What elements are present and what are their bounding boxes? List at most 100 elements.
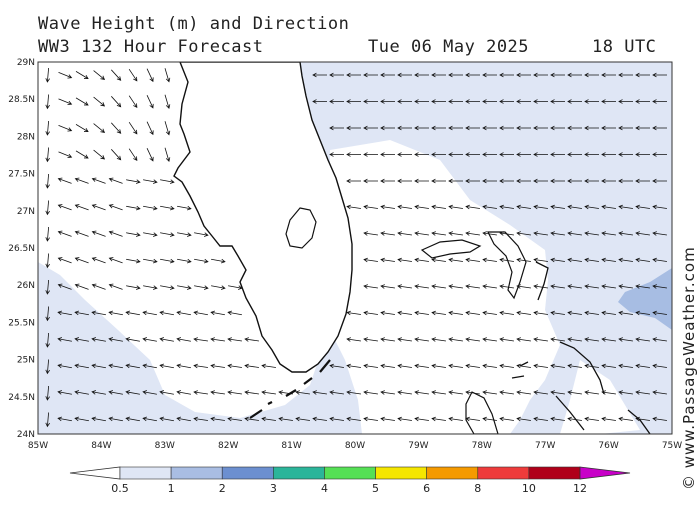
wave-arrow [516, 99, 531, 104]
wave-arrow [482, 99, 497, 104]
forecast-label: WW3 132 Hour Forecast [38, 37, 264, 57]
wave-arrow [397, 72, 412, 78]
calm-zone-east [560, 360, 640, 434]
wave-arrow [584, 284, 599, 289]
wave-arrow [533, 416, 548, 422]
wave-arrow [111, 96, 122, 108]
wave-arrow [125, 310, 140, 316]
longitude-labels: 85W 84W 83W 82W 81W 80W 79W 78W 77W 76W 75W [28, 441, 682, 451]
wave-arrow [74, 204, 89, 211]
wave-arrow [482, 125, 497, 131]
wave-arrow [126, 285, 141, 290]
wave-arrow [482, 363, 497, 369]
wave-arrow [584, 231, 599, 236]
wave-arrow [516, 125, 531, 131]
wave-arrow [431, 152, 446, 157]
wave-arrow [482, 310, 497, 316]
wave-arrow [346, 363, 361, 369]
wave-arrow [431, 72, 446, 78]
wave-arrow [567, 310, 582, 316]
wave-arrow [618, 284, 633, 289]
legend-color-swatch [426, 466, 479, 480]
wave-arrow [295, 390, 310, 395]
wave-arrow [482, 390, 497, 395]
wave-arrow [125, 337, 140, 342]
wave-arrow [45, 173, 50, 189]
legend-color-swatch [528, 466, 581, 480]
wave-arrow [465, 390, 480, 395]
lon-label: 84W [91, 441, 111, 451]
wave-arrow [516, 284, 531, 289]
forecast-date: Tue 06 May 2025 [368, 37, 530, 57]
lat-label: 25N [17, 356, 35, 366]
wave-arrow [176, 310, 191, 316]
wave-arrow [45, 359, 50, 375]
legend-color-swatch [221, 466, 274, 480]
wave-arrow [465, 204, 480, 210]
wave-arrow [108, 390, 123, 395]
wave-arrow [128, 95, 138, 109]
wave-arrow [550, 390, 565, 395]
wave-arrow [550, 231, 565, 236]
lon-label: 76W [598, 441, 618, 451]
andros-island [465, 391, 499, 434]
wave-arrow [465, 257, 480, 263]
wave-arrow [584, 152, 599, 157]
wave-arrow [448, 310, 463, 316]
lat-label: 25.5N [8, 318, 35, 328]
wave-arrow [448, 257, 463, 263]
wave-arrow [516, 390, 531, 395]
wave-arrow [312, 99, 327, 104]
wave-arrow [516, 178, 531, 184]
wave-arrow [380, 178, 395, 184]
wave-arrow [346, 337, 361, 342]
wave-arrow [618, 204, 633, 210]
wave-arrow [176, 363, 191, 369]
wave-arrow [91, 230, 106, 237]
wave-arrow [91, 283, 106, 290]
wave-arrow [652, 204, 667, 210]
wave-arrow [57, 363, 72, 369]
wave-arrow [533, 257, 548, 263]
wave-arrow [164, 147, 171, 163]
wave-arrow [618, 337, 633, 342]
wave-arrow [431, 231, 446, 236]
wave-arrow [635, 152, 650, 157]
wave-arrow [516, 204, 531, 210]
wave-arrow [516, 337, 531, 342]
wave-arrow [146, 68, 154, 83]
wave-arrow [431, 99, 446, 104]
wave-arrow [601, 310, 616, 316]
wave-arrow [618, 257, 633, 263]
wave-arrow [75, 150, 89, 159]
wave-arrow [346, 204, 361, 210]
wave-arrow [584, 337, 599, 342]
wave-arrow [482, 284, 497, 289]
wave-arrow [414, 152, 429, 157]
wave-arrow [397, 125, 412, 131]
wave-arrow [91, 257, 106, 264]
wave-arrow [448, 416, 463, 422]
wave-arrow [567, 416, 582, 422]
lat-label: 26.5N [8, 244, 35, 254]
wave-arrow [380, 363, 395, 369]
wave-arrow [635, 231, 650, 236]
wave-arrow [45, 385, 50, 401]
wave-arrow [431, 284, 446, 289]
wave-arrow [211, 285, 226, 290]
wave-arrow [363, 72, 378, 78]
wave-arrow [397, 390, 412, 395]
wave-arrow [74, 177, 89, 184]
lon-label: 80W [345, 441, 365, 451]
wave-arrow [414, 310, 429, 316]
wave-arrow [482, 337, 497, 342]
wave-arrow [142, 310, 157, 316]
wave-arrow [210, 416, 225, 422]
legend-label: 6 [423, 482, 430, 495]
wave-arrow [635, 178, 650, 184]
wave-arrow [618, 99, 633, 104]
wave-arrow [244, 390, 259, 395]
wave-arrow [652, 125, 667, 131]
wave-arrow [584, 72, 599, 78]
wave-arrow [465, 231, 480, 236]
